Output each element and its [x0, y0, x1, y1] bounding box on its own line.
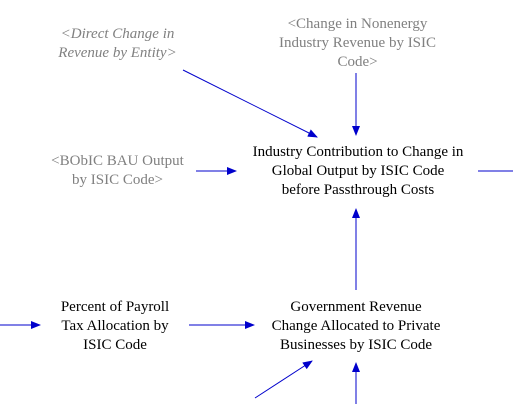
arrow-direct-change-to-industry-contribution [182, 69, 318, 138]
shadow-variable-direct-change-in-revenue-by-entity[interactable]: <Direct Change in Revenue by Entity> [58, 26, 177, 61]
arrow-incoming-diagonal-to-gov-revenue [254, 360, 313, 399]
shadow-variable-change-in-nonenergy-industry-revenue[interactable]: <Change in Nonenergy Industry Revenue by… [278, 16, 437, 70]
variable-government-revenue-change-allocated[interactable]: Government Revenue Change Allocated to P… [271, 299, 441, 353]
variable-percent-of-payroll-tax-allocation[interactable]: Percent of Payroll Tax Allocation by ISI… [60, 299, 170, 353]
variable-industry-contribution-to-change-in-global-output[interactable]: Industry Contribution to Change in Globa… [252, 144, 464, 198]
shadow-variable-bobic-bau-output[interactable]: <BObIC BAU Output by ISIC Code> [51, 153, 184, 188]
